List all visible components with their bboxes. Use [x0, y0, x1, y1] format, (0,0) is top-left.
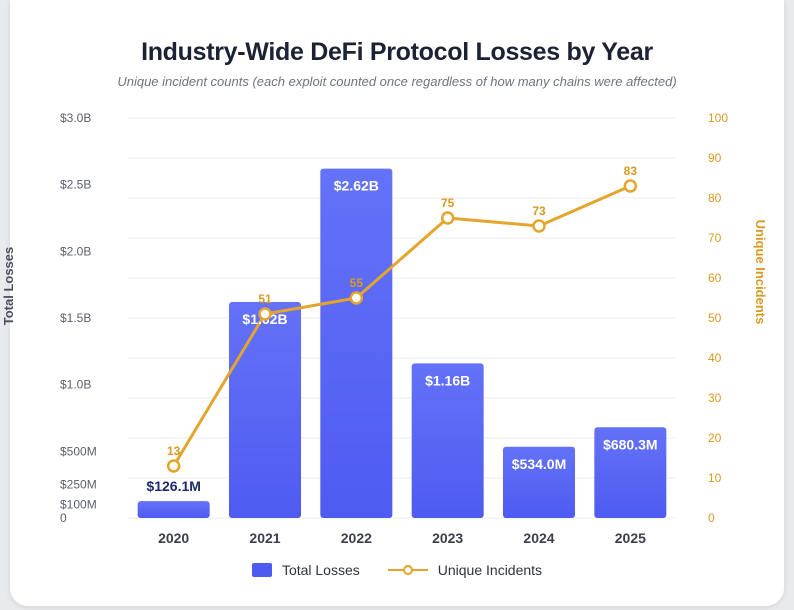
y-right-tick-label: 60 [708, 271, 722, 285]
y-left-tick-label: $250M [60, 478, 97, 492]
incidents-point-2025 [623, 179, 638, 193]
y-right-tick-label: 0 [708, 511, 715, 525]
chart-title: Industry-Wide DeFi Protocol Losses by Ye… [141, 38, 653, 66]
y-right-tick-label: 80 [708, 191, 722, 205]
incidents-point-2024 [532, 219, 546, 233]
y-left-tick-label: $2.0B [60, 244, 91, 258]
incidents-point-label: 51 [258, 292, 272, 306]
incidents-point-label: 83 [624, 164, 638, 178]
incidents-point-2020 [166, 459, 181, 473]
bar-2020 [137, 501, 210, 518]
incidents-point-label: 13 [167, 444, 181, 458]
y-left-tick-label: $1.5B [60, 311, 91, 325]
y-right-tick-label: 30 [708, 391, 722, 405]
incidents-line [172, 184, 631, 467]
y-left-tick-label: $500M [60, 444, 97, 458]
y-left-tick-label: $100M [60, 498, 97, 512]
y-right-tick-label: 70 [708, 231, 722, 245]
y-right-tick-label: 40 [708, 351, 722, 365]
bar-value-label: $126.1M [146, 478, 200, 494]
y-right-tick-label: 10 [708, 471, 722, 485]
incidents-point-label: 55 [350, 276, 364, 290]
x-tick-label: 2022 [341, 530, 372, 546]
y-left-axis-title: Total Losses [1, 247, 16, 326]
x-tick-label: 2024 [523, 530, 554, 546]
bar-value-label: $680.3M [603, 436, 657, 452]
bar-value-label: $534.0M [512, 456, 566, 472]
y-right-tick-label: 100 [708, 111, 728, 125]
incidents-point-2022 [349, 291, 364, 305]
bar-value-label: $1.16B [425, 372, 470, 388]
y-left-tick-label: 0 [60, 511, 67, 525]
legend-item-unique-incidents[interactable]: Unique Incidents [387, 562, 543, 578]
bar-2022 [320, 168, 393, 518]
legend-label-total-losses: Total Losses [281, 562, 360, 578]
chart-subtitle: Unique incident counts (each exploit cou… [117, 74, 677, 89]
chart-svg: 0$100M$250M$500M$1.0B$1.5B$2.0B$2.5B$3.0… [1, 111, 768, 546]
bar-2023 [411, 363, 484, 518]
bar-2025 [594, 427, 667, 518]
y-right-tick-label: 90 [708, 151, 722, 165]
incidents-point-label: 73 [532, 204, 546, 218]
legend-line-swatch [387, 563, 428, 577]
bar-value-label: $2.62B [334, 178, 379, 194]
legend-bar-swatch [251, 563, 272, 577]
x-tick-label: 2023 [432, 530, 463, 546]
y-left-tick-label: $2.5B [60, 178, 91, 192]
bar-2021 [229, 302, 301, 518]
y-left-tick-label: $1.0B [60, 378, 91, 392]
legend-item-total-losses[interactable]: Total Losses [251, 562, 360, 578]
y-right-tick-label: 20 [708, 431, 722, 445]
chart-legend: Total Losses Unique Incidents [0, 562, 794, 578]
bar-2024 [503, 446, 575, 518]
x-tick-label: 2021 [249, 530, 280, 546]
incidents-point-label: 75 [441, 196, 455, 210]
y-right-tick-label: 50 [708, 311, 722, 325]
x-tick-label: 2020 [158, 530, 189, 546]
y-right-axis-title: Unique Incidents [753, 220, 768, 325]
x-tick-label: 2025 [615, 530, 646, 546]
incidents-point-2023 [440, 211, 455, 225]
legend-label-unique-incidents: Unique Incidents [437, 562, 543, 578]
y-left-tick-label: $3.0B [60, 111, 91, 125]
incidents-point-2021 [258, 307, 272, 321]
